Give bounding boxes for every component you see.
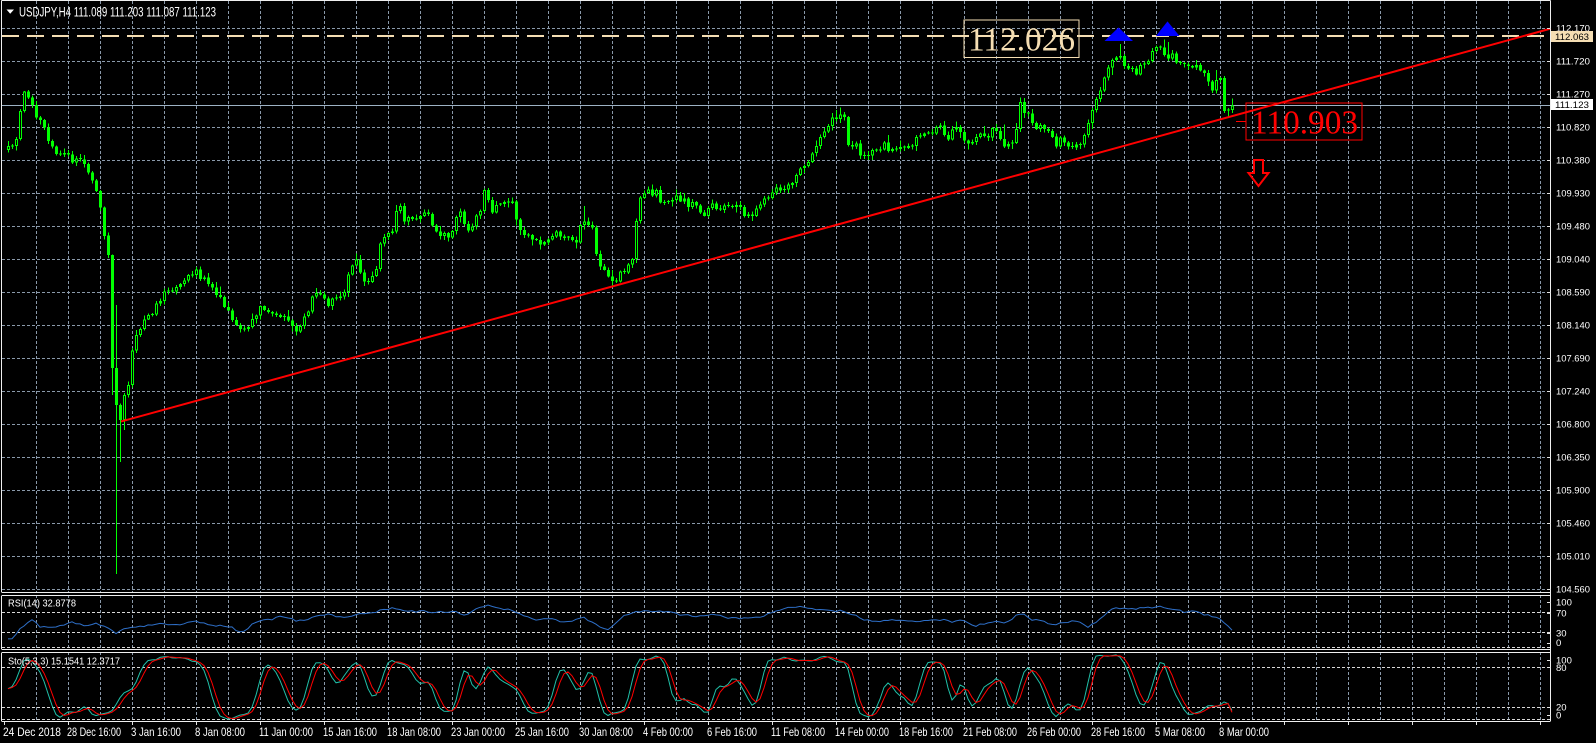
svg-text:30: 30 [1556,629,1567,640]
svg-text:RSI(14) 32.8778: RSI(14) 32.8778 [8,599,76,610]
svg-text:21 Feb 08:00: 21 Feb 08:00 [963,725,1017,739]
svg-text:112.063: 112.063 [1555,32,1589,43]
svg-text:28 Dec 16:00: 28 Dec 16:00 [67,725,121,739]
svg-text:18 Feb 16:00: 18 Feb 16:00 [899,725,953,739]
svg-text:110.820: 110.820 [1556,123,1590,134]
svg-text:105.460: 105.460 [1556,519,1590,530]
svg-text:5 Mar 08:00: 5 Mar 08:00 [1155,725,1205,739]
svg-text:109.480: 109.480 [1556,222,1590,233]
svg-text:26 Feb 00:00: 26 Feb 00:00 [1027,725,1081,739]
svg-text:110.903: 110.903 [1251,105,1358,142]
svg-text:111.720: 111.720 [1556,57,1590,68]
svg-text:23 Jan 00:00: 23 Jan 00:00 [451,725,505,739]
svg-text:80: 80 [1556,663,1567,674]
svg-text:Sto(5,3,3) 15.1541 12.3717: Sto(5,3,3) 15.1541 12.3717 [8,657,120,668]
svg-text:106.350: 106.350 [1556,453,1590,464]
svg-text:USDJPY,H4 111.089 111.203 111: USDJPY,H4 111.089 111.203 111.087 111.12… [19,4,216,19]
svg-text:6 Feb 16:00: 6 Feb 16:00 [707,725,757,739]
svg-text:111.270: 111.270 [1556,90,1590,101]
svg-text:107.690: 107.690 [1556,354,1590,365]
svg-text:105.010: 105.010 [1556,552,1590,563]
svg-text:0: 0 [1556,711,1561,722]
svg-text:0: 0 [1556,638,1561,649]
svg-text:8 Jan 08:00: 8 Jan 08:00 [195,725,245,739]
svg-text:108.140: 108.140 [1556,321,1590,332]
svg-text:8 Mar 00:00: 8 Mar 00:00 [1219,725,1269,739]
svg-text:4 Feb 00:00: 4 Feb 00:00 [643,725,693,739]
svg-text:30 Jan 08:00: 30 Jan 08:00 [579,725,633,739]
svg-text:111.123: 111.123 [1555,100,1589,111]
svg-text:109.930: 109.930 [1556,189,1590,200]
svg-text:107.240: 107.240 [1556,387,1590,398]
svg-text:25 Jan 16:00: 25 Jan 16:00 [515,725,569,739]
svg-text:3 Jan 16:00: 3 Jan 16:00 [131,725,181,739]
svg-text:11 Jan 00:00: 11 Jan 00:00 [259,725,313,739]
svg-text:112.026: 112.026 [968,22,1075,59]
svg-text:100: 100 [1556,656,1572,667]
svg-text:105.900: 105.900 [1556,486,1590,497]
svg-text:15 Jan 16:00: 15 Jan 16:00 [323,725,377,739]
svg-text:108.590: 108.590 [1556,288,1590,299]
svg-text:112.170: 112.170 [1556,24,1590,35]
svg-text:106.800: 106.800 [1556,420,1590,431]
svg-text:110.380: 110.380 [1556,156,1590,167]
svg-text:20: 20 [1556,703,1567,714]
svg-text:18 Jan 08:00: 18 Jan 08:00 [387,725,441,739]
svg-text:100: 100 [1556,598,1572,609]
svg-text:24 Dec 2018: 24 Dec 2018 [3,725,61,739]
svg-text:11 Feb 08:00: 11 Feb 08:00 [771,725,825,739]
svg-text:28 Feb 16:00: 28 Feb 16:00 [1091,725,1145,739]
svg-text:109.040: 109.040 [1556,255,1590,266]
svg-text:104.560: 104.560 [1556,585,1590,596]
svg-text:14 Feb 00:00: 14 Feb 00:00 [835,725,889,739]
svg-text:70: 70 [1556,609,1567,620]
